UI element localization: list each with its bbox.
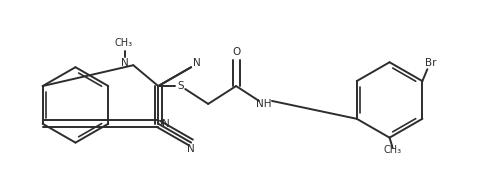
Text: S: S — [177, 81, 183, 91]
Text: NH: NH — [256, 99, 272, 109]
Text: CH₃: CH₃ — [384, 144, 401, 154]
Text: O: O — [232, 47, 240, 57]
Text: CH₃: CH₃ — [114, 38, 132, 48]
Text: N: N — [193, 58, 201, 68]
Text: N: N — [187, 144, 195, 154]
Text: Br: Br — [424, 58, 436, 68]
Text: N: N — [162, 119, 170, 129]
Text: N: N — [122, 58, 129, 68]
